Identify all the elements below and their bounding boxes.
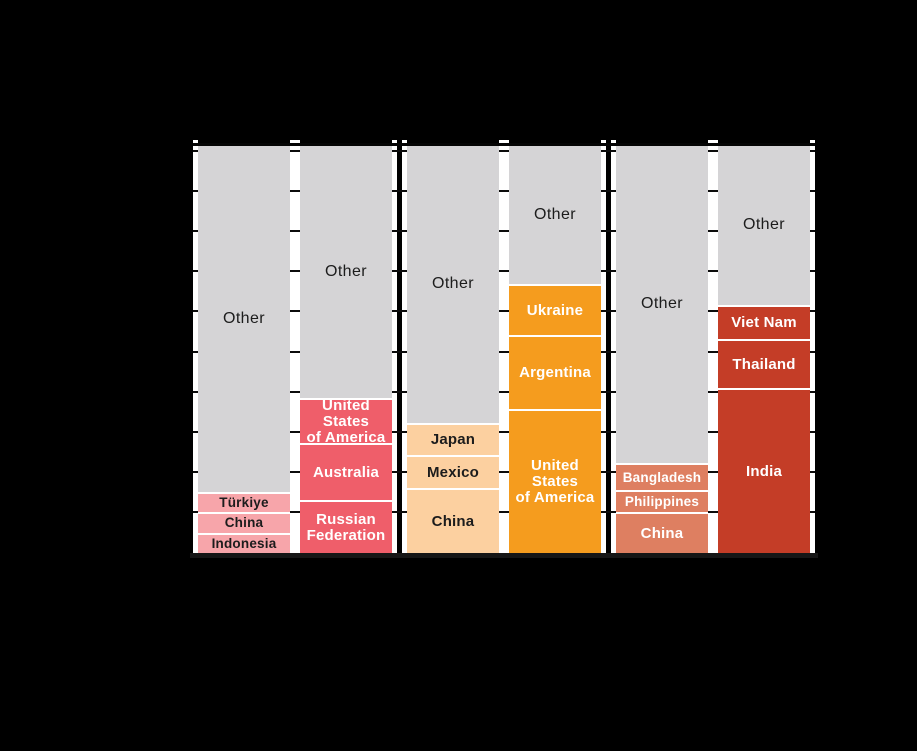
bar-outline-strip	[499, 140, 509, 553]
segment-china: China	[198, 512, 290, 533]
segment-label: China	[640, 524, 684, 542]
segment-bangladesh: Bangladesh	[616, 463, 708, 490]
bar-outline-strip	[601, 140, 606, 553]
bar-outline-strip	[810, 140, 815, 553]
segment-united-states-of-america: United States of America	[509, 408, 601, 553]
segment-australia: Australia	[300, 443, 392, 501]
segment-label: Japan	[430, 431, 476, 449]
y-gridline	[193, 149, 815, 152]
bar-outline-strip	[290, 140, 300, 553]
bar-outline-strip	[392, 140, 397, 553]
segment-label: Russian Federation	[306, 510, 386, 544]
segment-philippines: Philippines	[616, 489, 708, 513]
segment-other: Other	[718, 146, 810, 305]
segment-other: Other	[407, 146, 499, 423]
segment-label: United States of America	[515, 457, 595, 506]
segment-label: Viet Nam	[731, 314, 797, 332]
y-gridline	[193, 270, 815, 273]
segment-russian-federation: Russian Federation	[300, 500, 392, 553]
bar-outline-strip	[611, 140, 616, 553]
segment-label: Ukraine	[526, 302, 584, 320]
plot-top-border	[193, 143, 815, 146]
segment-ukraine: Ukraine	[509, 284, 601, 336]
segment-label: Other	[431, 275, 474, 293]
segment-label: Other	[640, 295, 683, 313]
segment-t-rkiye: Türkiye	[198, 491, 290, 513]
segment-label: India	[745, 462, 782, 480]
y-gridline	[193, 511, 815, 514]
segment-china: China	[616, 512, 708, 553]
bar-outline-strip	[708, 140, 718, 553]
segment-other: Other	[300, 146, 392, 399]
segment-label: Argentina	[519, 364, 591, 382]
segment-mexico: Mexico	[407, 455, 499, 488]
segment-china: China	[407, 487, 499, 553]
segment-viet-nam: Viet Nam	[718, 304, 810, 340]
y-gridline	[193, 431, 815, 433]
segment-other: Other	[509, 146, 601, 285]
plot-area: Other Türkiye China Indonesia Other United St…	[190, 140, 818, 558]
y-gridline	[193, 230, 815, 232]
y-gridline	[193, 310, 815, 313]
segment-united-states-of-america: United States of America	[300, 397, 392, 446]
segment-label: Thailand	[732, 355, 796, 373]
segment-label: China	[224, 515, 264, 531]
segment-other: Other	[198, 146, 290, 492]
segment-label: Türkiye	[219, 495, 269, 511]
segment-label: China	[431, 512, 475, 530]
y-gridline	[193, 350, 815, 353]
segment-japan: Japan	[407, 422, 499, 456]
segment-label: Philippines	[624, 494, 700, 510]
segment-label: Other	[324, 262, 367, 280]
segment-other: Other	[616, 146, 708, 464]
segment-label: Bangladesh	[622, 469, 702, 485]
segment-label: Other	[533, 205, 576, 223]
y-gridline	[193, 189, 815, 192]
segment-label: Other	[742, 216, 785, 234]
segment-label: Other	[222, 309, 265, 327]
segment-label: Indonesia	[211, 535, 277, 551]
segment-label: Australia	[313, 463, 379, 481]
y-gridline	[193, 390, 815, 393]
x-axis-line	[190, 553, 818, 558]
segment-indonesia: Indonesia	[198, 532, 290, 553]
segment-argentina: Argentina	[509, 335, 601, 409]
segment-label: United States of America	[306, 397, 386, 446]
y-gridline	[193, 471, 815, 474]
bar-outline-strip	[193, 140, 198, 553]
segment-thailand: Thailand	[718, 339, 810, 389]
segment-label: Mexico	[426, 463, 480, 481]
segment-india: India	[718, 388, 810, 553]
bar-outline-strip	[402, 140, 407, 553]
